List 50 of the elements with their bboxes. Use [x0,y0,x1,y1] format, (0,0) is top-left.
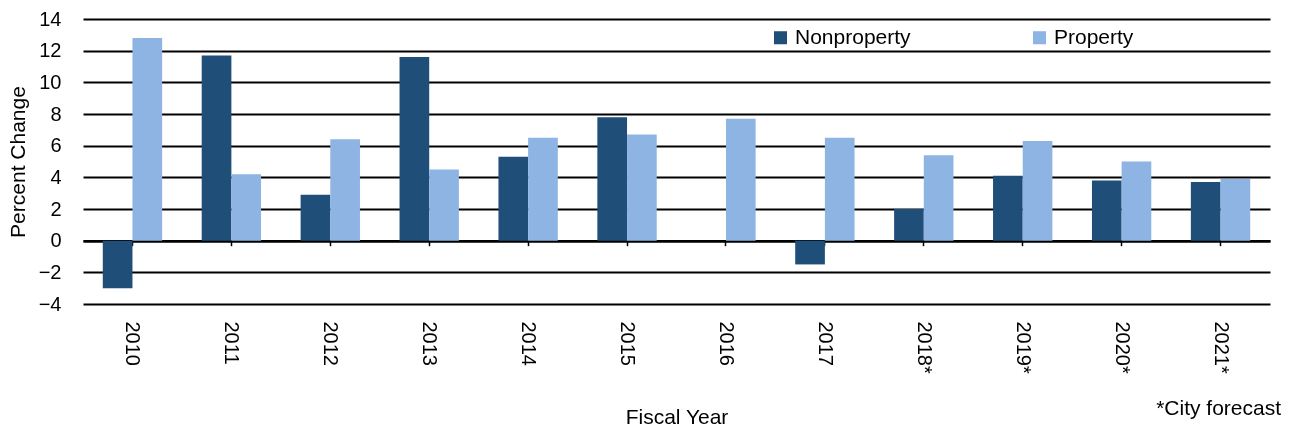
y-tick-label: 0 [50,229,62,252]
x-tick-label: 2016 [715,321,738,366]
bar [498,156,529,241]
x-tick-label: 2021* [1210,321,1233,374]
y-axis-title: Percent Change [5,86,29,238]
bar [330,139,360,241]
y-tick-label: 4 [50,165,62,188]
bar [399,57,430,241]
bar [231,174,262,241]
x-tick-label: 2011 [221,321,244,365]
x-tick-label: 2013 [419,321,442,366]
bar [725,118,756,241]
bar [795,240,825,265]
legend-label: Nonproperty [795,24,912,48]
bar [102,240,133,289]
bar [894,209,924,241]
y-tick-label: −4 [38,292,62,315]
bar [300,194,331,241]
bar [1121,161,1152,241]
bar [1220,178,1251,241]
bar [429,169,459,241]
bar [528,137,558,241]
y-tick-label: 10 [39,70,62,93]
bar [597,117,628,241]
x-tick-label: 2017 [814,321,837,366]
bar [1190,182,1221,241]
x-tick-label: 2018* [913,321,936,374]
bar [993,175,1023,241]
x-axis-title: Fiscal Year [625,404,729,427]
bar [627,134,657,241]
x-tick-label: 2014 [518,321,541,366]
y-tick-label: 14 [39,7,62,30]
bar [923,155,954,241]
x-tick-label: 2010 [122,321,145,366]
x-tick-label: 2012 [320,321,343,366]
x-tick-label: 2015 [617,321,640,366]
bar [824,137,855,241]
bar [1091,180,1122,241]
legend-label: Property [1054,24,1134,48]
y-tick-label: 8 [50,102,62,125]
x-tick-label: 2020* [1111,321,1134,374]
bar [132,38,163,241]
x-tick-label: 2019* [1012,321,1035,374]
text: *City forecast [1156,396,1282,419]
bar [1022,140,1053,241]
bar [201,55,232,241]
y-tick-label: 12 [39,39,62,62]
y-tick-label: −2 [38,260,62,283]
y-tick-label: 6 [50,134,62,157]
y-tick-label: 2 [50,197,62,220]
